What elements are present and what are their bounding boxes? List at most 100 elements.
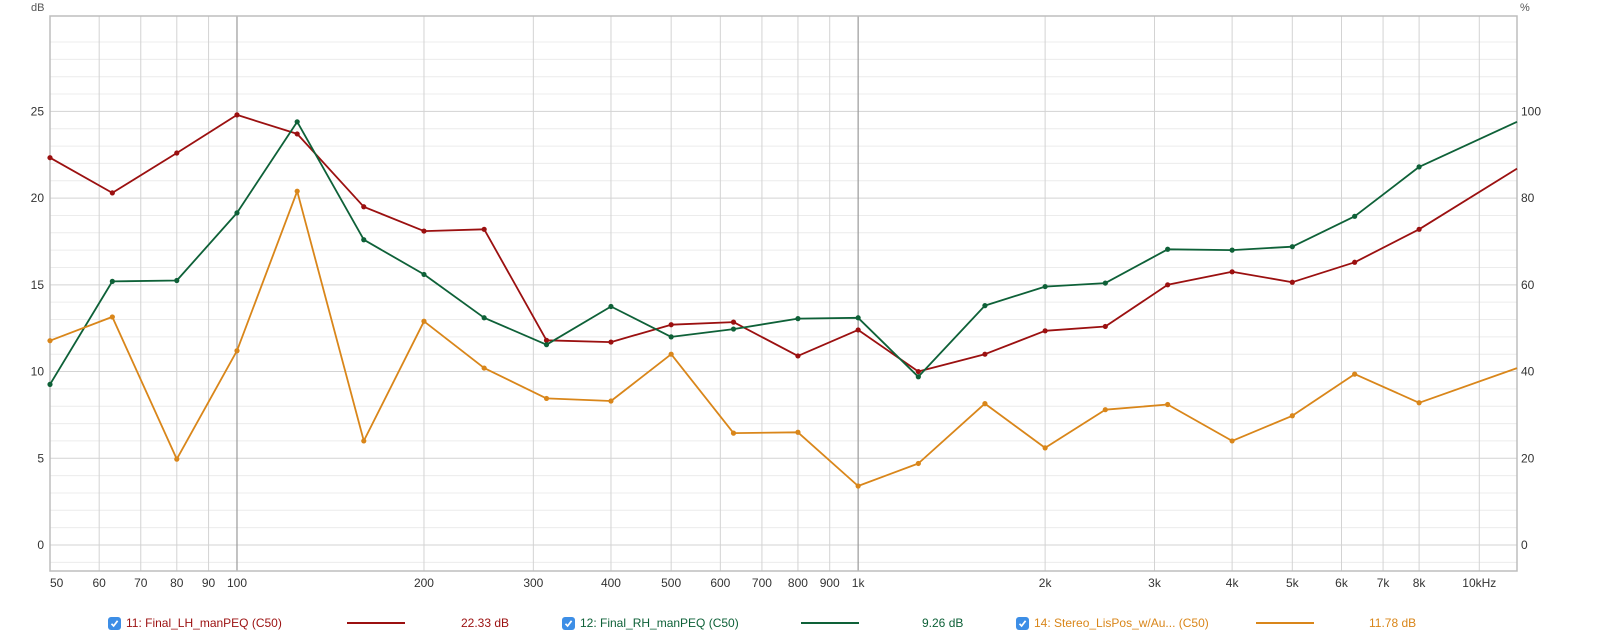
axis-labels: 50 60 70 80 90 100 200 300 400 500 600 700 800 900 1k 2… (31, 104, 1542, 590)
x-tick-label: 10kHz (1462, 576, 1496, 590)
series-1-point (915, 368, 921, 375)
x-tick-label: 1k (852, 576, 866, 590)
y-tick-label-left: 15 (31, 278, 45, 292)
legend-item-series-2[interactable]: 12: Final_RH_manPEQ (C50) (562, 613, 739, 633)
series-2-point (1102, 280, 1108, 286)
series-3-point (481, 365, 487, 371)
series-1-point (47, 155, 53, 161)
series-1-point (855, 327, 861, 333)
x-tick-label: 6k (1335, 576, 1349, 590)
series-1-point (1416, 226, 1422, 232)
legend-swatch-series-2 (801, 622, 859, 624)
y-tick-label-left: 0 (37, 538, 44, 552)
series-2-point (421, 271, 427, 278)
series-3-point (1165, 401, 1171, 408)
right-axis-unit: % (1520, 2, 1530, 14)
y-tick-label-right: 80 (1521, 191, 1535, 205)
series-2-line (49, 120, 1518, 385)
series-3-point (1229, 438, 1235, 444)
series-2-point (47, 381, 53, 387)
series-1-point (1102, 323, 1108, 330)
series-3-point (1042, 445, 1048, 451)
series-3-point (294, 188, 300, 194)
series-1-point (982, 351, 988, 357)
series-3-point (543, 395, 550, 402)
checkbox-series-1[interactable] (108, 616, 121, 630)
series-2-point (608, 303, 614, 310)
legend: 11: Final_LH_manPEQ (C50) 22.33 dB 12: F… (0, 613, 1600, 635)
series-3 (47, 188, 1518, 489)
checkbox-series-3[interactable] (1016, 616, 1029, 630)
series-2-point (668, 334, 674, 340)
readout-series-3: 11.78 dB (1369, 616, 1417, 630)
series-1-point (543, 337, 550, 343)
y-tick-label-left: 5 (37, 451, 44, 465)
readout-series-2: 9.26 dB (922, 616, 964, 630)
series-2-point (361, 237, 367, 243)
x-tick-label: 4k (1226, 576, 1240, 590)
x-tick-label: 2k (1039, 576, 1053, 590)
legend-swatch-series-1 (347, 622, 405, 624)
series-2-point (294, 119, 300, 125)
series-2-point (982, 303, 988, 309)
x-tick-label: 70 (134, 576, 148, 590)
y-tick-label-right: 0 (1521, 538, 1528, 552)
x-tick-label: 7k (1377, 576, 1391, 590)
series-2-point (1352, 213, 1358, 219)
series-3-point (174, 456, 180, 462)
series-2 (47, 119, 1518, 387)
series-2-point (915, 374, 921, 380)
y-tick-label-right: 60 (1521, 278, 1535, 292)
x-tick-label: 8k (1413, 576, 1427, 590)
series-1-point (608, 339, 614, 345)
legend-item-series-3[interactable]: 14: Stereo_LisPos_w/Au... (C50) (1016, 613, 1209, 633)
series-1-point (1165, 282, 1171, 288)
series-3-point (608, 398, 614, 404)
series-1-point (109, 190, 115, 196)
series-2-point (234, 210, 240, 216)
series-1-point (361, 204, 367, 210)
series-1-point (294, 131, 300, 137)
series-2-point (109, 278, 115, 284)
legend-label-series-3: 14: Stereo_LisPos_w/Au... (C50) (1034, 616, 1209, 630)
series-3-point (915, 460, 921, 467)
series-3-point (730, 430, 737, 436)
series-3-point (1416, 400, 1422, 406)
series-2-point (795, 316, 801, 322)
series-1-point (1289, 279, 1295, 285)
series-3-point (795, 429, 801, 435)
series-3-point (982, 401, 988, 407)
x-tick-label: 800 (788, 576, 808, 590)
readout-series-1: 22.33 dB (461, 616, 510, 630)
series-3-line (49, 190, 1518, 487)
series-3-point (47, 338, 53, 344)
plot-background (50, 16, 1517, 571)
x-tick-label: 80 (170, 576, 184, 590)
series-1-point (481, 226, 487, 232)
series-1-point (730, 319, 737, 325)
grid-minor (50, 41, 1517, 563)
series-2-point (730, 326, 737, 332)
y-tick-label-left: 25 (31, 104, 45, 118)
legend-item-series-1[interactable]: 11: Final_LH_manPEQ (C50) (108, 613, 282, 633)
series-1-point (1352, 259, 1358, 265)
x-tick-label: 60 (93, 576, 107, 590)
series-3-point (234, 348, 240, 354)
x-tick-label: 300 (523, 576, 543, 590)
legend-swatch-series-3 (1256, 622, 1314, 624)
series-3-point (855, 483, 861, 489)
series-3-point (361, 438, 367, 444)
series-1-point (421, 228, 427, 234)
plot-border (49, 15, 1518, 572)
series-1-point (668, 322, 674, 328)
series-2-point (481, 315, 487, 321)
x-tick-label: 500 (661, 576, 681, 590)
y-tick-label-left: 20 (31, 191, 45, 205)
series-2-point (174, 277, 180, 284)
series-3-point (1352, 371, 1358, 377)
series-3-point (421, 318, 427, 324)
series-1-line (49, 114, 1518, 373)
checkbox-series-2[interactable] (562, 616, 575, 630)
x-tick-label: 90 (202, 576, 216, 590)
